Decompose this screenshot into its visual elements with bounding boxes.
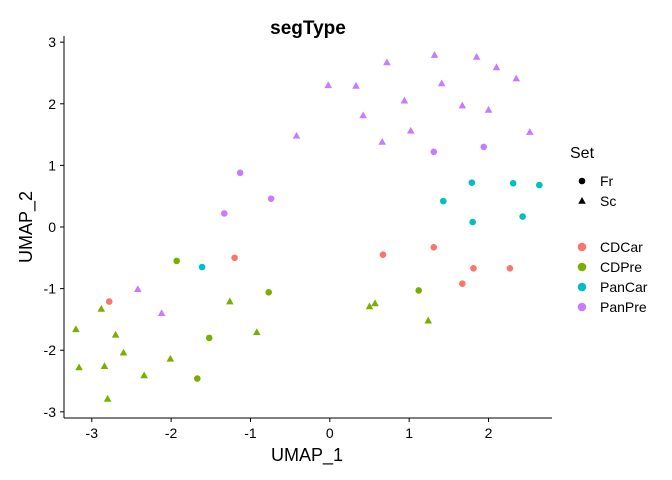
data-point-cdpre-sc [226, 297, 234, 305]
data-point-panpre-sc [430, 51, 439, 58]
data-point-cdpre-fr [265, 289, 273, 296]
data-point-panpre-sc [406, 126, 415, 134]
y-tick-label: 2 [48, 96, 56, 112]
y-tick-label: -3 [44, 404, 57, 420]
data-point-panpre-sc [383, 58, 391, 66]
data-point-cdpre-sc [75, 363, 83, 371]
x-tick-label: -1 [244, 425, 257, 441]
data-point-cdpre-fr [415, 287, 422, 294]
data-point-panpre-sc [437, 79, 446, 87]
legend-key-cdcar [577, 242, 587, 252]
data-point-cdpre-sc [166, 354, 175, 362]
data-point-pancar-fr [469, 218, 476, 226]
shape-legend-title: Set [570, 145, 595, 162]
data-point-panpre-sc [324, 81, 333, 89]
data-point-pancar-fr [439, 197, 447, 205]
x-tick-label: -2 [165, 425, 178, 441]
data-point-panpre-sc [400, 96, 409, 104]
chart-title: segType [270, 18, 346, 39]
data-point-cdcar-fr [105, 298, 113, 305]
data-point-cdpre-sc [371, 299, 379, 307]
legend-key-circle [578, 177, 586, 185]
data-point-cdpre-sc [424, 316, 433, 324]
legend-label-cdcar: CDCar [600, 239, 643, 255]
data-point-panpre-fr [430, 148, 438, 156]
data-point-cdcar-fr [430, 244, 438, 251]
x-axis-title: UMAP_1 [271, 445, 343, 466]
data-point-cdpre-sc [72, 325, 80, 333]
data-point-panpre-sc [512, 74, 521, 82]
data-point-panpre-fr [236, 169, 244, 177]
data-point-cdpre-sc [111, 330, 120, 338]
data-point-cdpre-sc [253, 328, 261, 336]
data-point-pancar-fr [468, 179, 476, 186]
data-point-pancar-fr [536, 181, 543, 189]
legend-label-fr: Fr [600, 173, 614, 189]
color-legend: CDCar CDPre PanCar PanPre [577, 239, 648, 315]
data-point-panpre-sc [133, 285, 142, 293]
data-point-panpre-sc [484, 105, 493, 113]
data-point-pancar-fr [519, 213, 526, 220]
data-point-panpre-sc [359, 111, 367, 119]
data-points [72, 51, 543, 402]
data-point-cdpre-fr [173, 257, 180, 265]
data-point-panpre-fr [220, 210, 228, 217]
data-point-panpre-sc [525, 128, 534, 135]
y-axis-title: UMAP_2 [16, 191, 37, 263]
legend-label-pancar: PanCar [600, 279, 648, 295]
x-tick-label: -3 [86, 425, 99, 441]
legend-label-sc: Sc [600, 193, 616, 209]
data-point-cdpre-sc [140, 371, 148, 379]
x-axis-ticks: -3 -2 -1 0 1 2 [86, 418, 493, 441]
legend-key-pancar [577, 282, 587, 292]
data-point-panpre-sc [458, 101, 467, 109]
data-point-cdcar-fr [379, 251, 387, 259]
y-tick-label: -1 [44, 281, 57, 297]
y-tick-label: 3 [48, 34, 56, 50]
shape-legend: Fr Sc [578, 173, 616, 209]
legend: Set Fr Sc CDCar CDPre PanCar PanPre [570, 145, 648, 315]
data-point-panpre-fr [267, 195, 275, 202]
x-tick-label: 1 [405, 425, 413, 441]
data-point-cdpre-sc [365, 302, 374, 310]
data-point-pancar-fr [198, 263, 206, 271]
data-point-cdpre-fr [205, 334, 213, 342]
data-point-panpre-sc [352, 81, 360, 89]
data-point-cdpre-sc [97, 304, 106, 312]
data-point-panpre-sc [157, 309, 166, 317]
data-point-panpre-sc [492, 63, 501, 71]
data-point-cdcar-fr [231, 254, 238, 262]
data-point-cdpre-sc [100, 362, 109, 370]
data-point-panpre-sc [378, 137, 386, 145]
legend-label-cdpre: CDPre [600, 259, 642, 275]
legend-label-panpre: PanPre [600, 299, 647, 315]
legend-key-cdpre [577, 262, 587, 272]
data-point-pancar-fr [509, 179, 517, 187]
data-point-cdpre-sc [119, 348, 128, 356]
legend-key-panpre [577, 302, 587, 312]
data-point-panpre-fr [480, 143, 488, 151]
data-point-cdcar-fr [506, 264, 514, 272]
data-point-panpre-sc [292, 131, 301, 139]
data-point-cdpre-sc [103, 394, 112, 402]
y-axis-ticks: -3 -2 -1 0 1 2 3 [44, 34, 64, 420]
data-point-panpre-sc [472, 52, 481, 60]
data-point-cdcar-fr [459, 280, 466, 287]
y-tick-label: -2 [44, 342, 57, 358]
x-tick-label: 0 [326, 425, 334, 441]
x-tick-label: 2 [485, 425, 493, 441]
legend-key-triangle [578, 197, 586, 204]
y-tick-label: 0 [48, 219, 56, 235]
y-tick-label: 1 [48, 157, 56, 173]
plot-area: -3 -2 -1 0 1 2 3 -3 -2 -1 0 1 2 [44, 34, 552, 441]
data-point-cdpre-fr [194, 375, 201, 382]
data-point-cdcar-fr [470, 264, 477, 272]
